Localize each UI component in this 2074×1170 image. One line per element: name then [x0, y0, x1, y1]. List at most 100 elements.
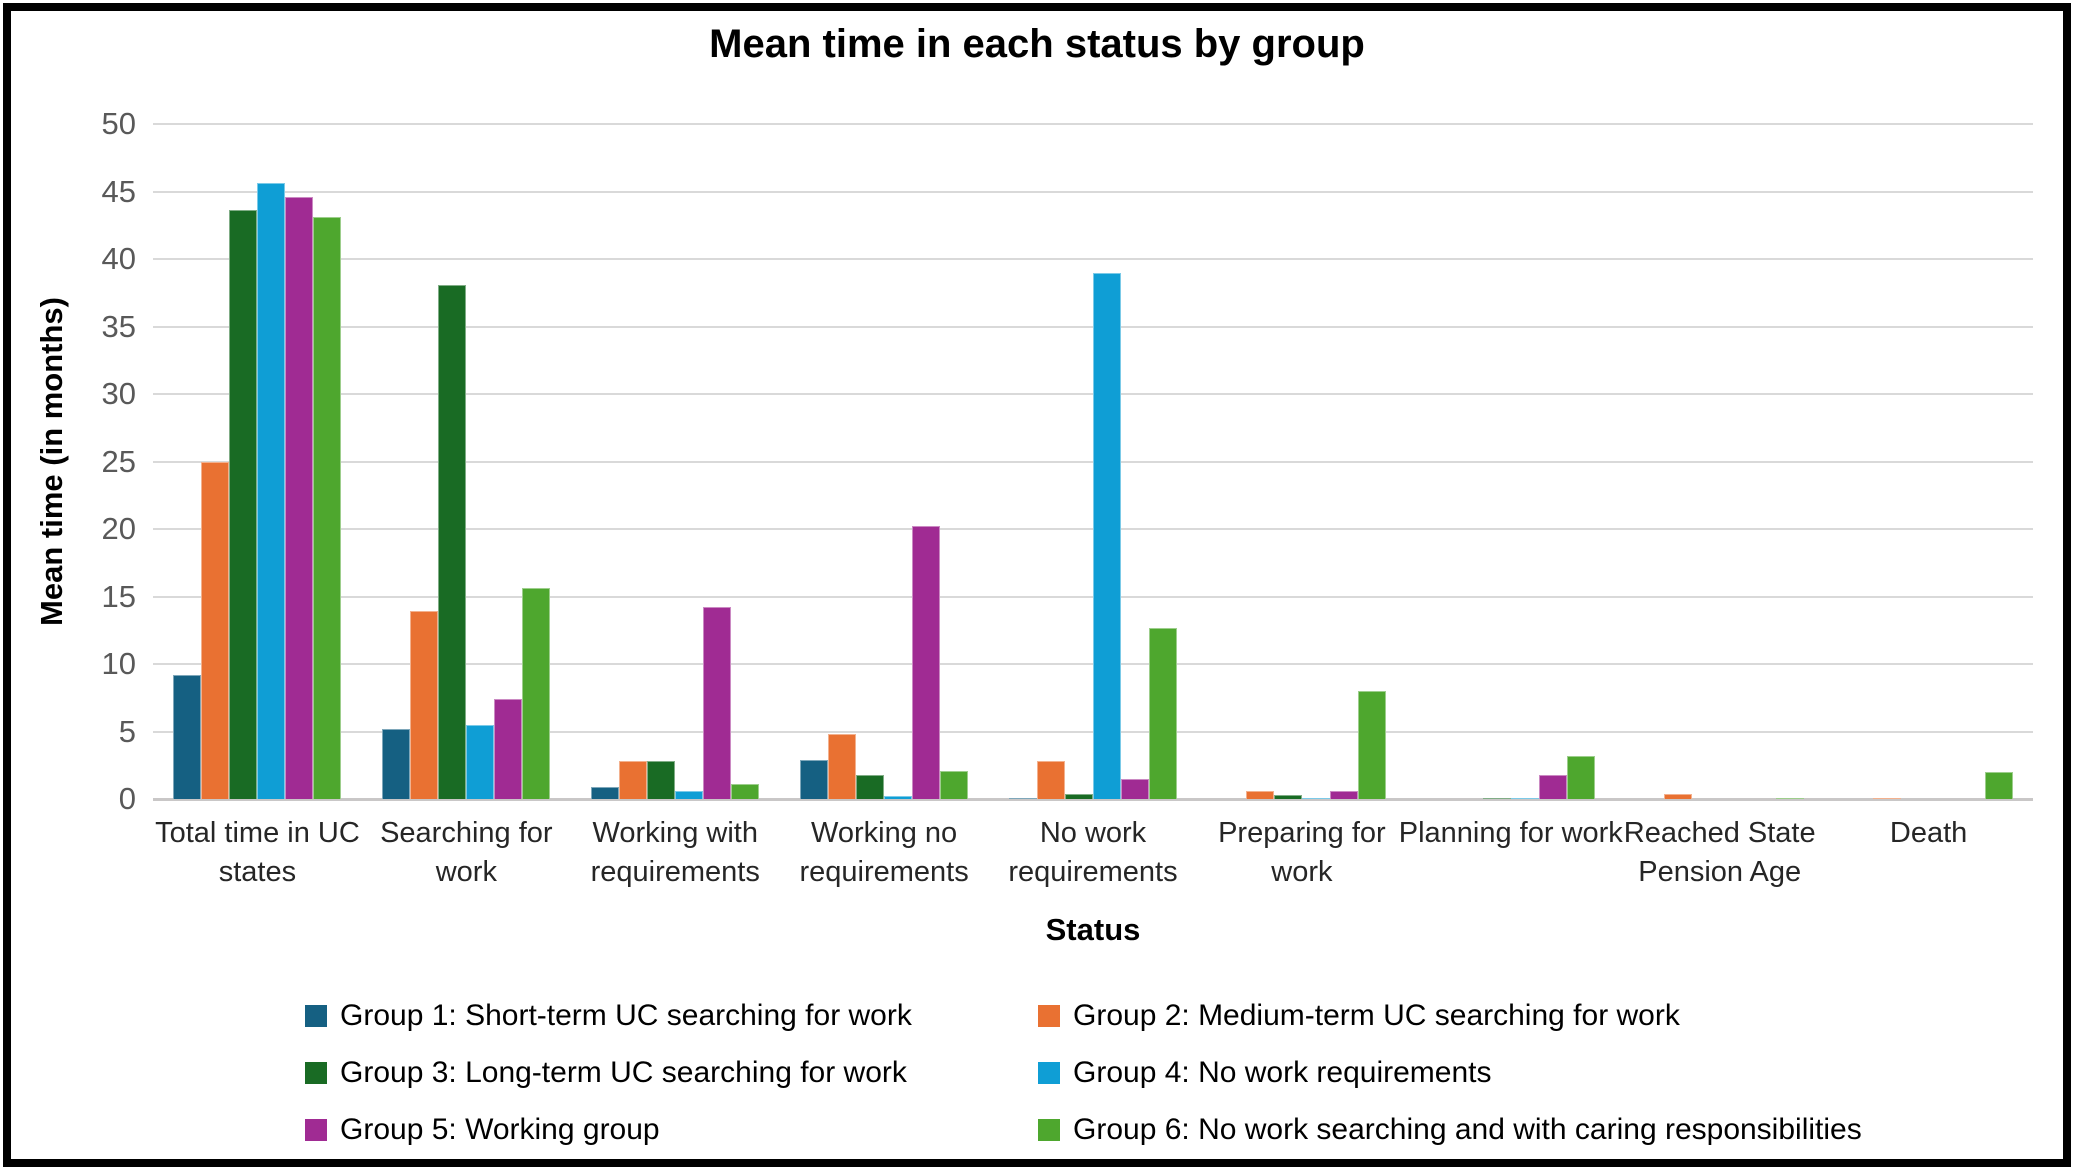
bar-cluster	[153, 124, 362, 799]
x-category-label: No work requirements	[1008, 817, 1178, 888]
x-category-label: Preparing for work	[1218, 817, 1386, 888]
bar-cluster	[1615, 124, 1824, 799]
bar	[1121, 778, 1149, 799]
legend-label: Group 6: No work searching and with cari…	[1073, 1113, 1862, 1146]
bar	[466, 724, 495, 799]
legend-swatch-icon	[305, 1062, 327, 1084]
bar	[828, 734, 857, 799]
chart-title: Mean time in each status by group	[709, 22, 1365, 66]
x-category-label: Total time in UC states	[155, 817, 360, 888]
x-category-label: Death	[1889, 817, 1968, 849]
bar	[1301, 797, 1330, 799]
bar	[522, 588, 551, 799]
bar	[1065, 793, 1093, 799]
y-tick-label: 45	[101, 173, 136, 209]
legend-swatch-icon	[1038, 1062, 1060, 1084]
bar	[257, 183, 286, 799]
bar	[1093, 272, 1121, 799]
x-axis-line	[153, 798, 2033, 801]
bar	[382, 728, 411, 799]
bar	[1357, 691, 1386, 799]
x-category-label: Working no requirements	[799, 817, 969, 888]
gridline	[153, 258, 2033, 260]
bar-cluster	[780, 124, 989, 799]
legend-label: Group 4: No work requirements	[1073, 1056, 1492, 1089]
bar	[1566, 755, 1595, 799]
bar	[1482, 797, 1511, 799]
y-tick-label: 0	[118, 781, 136, 816]
bar	[800, 759, 829, 799]
bar	[591, 786, 620, 799]
bar	[856, 774, 885, 799]
bar	[647, 761, 676, 799]
chart-legend: Group 1: Short-term UC searching for wor…	[305, 998, 1862, 1169]
legend-label: Group 3: Long-term UC searching for work	[340, 1056, 907, 1089]
bar-cluster	[1197, 124, 1406, 799]
x-category-label: Searching for work	[380, 817, 553, 888]
bar	[619, 761, 648, 799]
bar	[1872, 797, 1901, 799]
bar	[912, 526, 941, 799]
bar	[1775, 797, 1804, 799]
bar	[731, 784, 760, 799]
bar	[229, 210, 258, 799]
bar	[1984, 772, 2013, 799]
bar	[1149, 627, 1177, 799]
legend-item: Group 6: No work searching and with cari…	[1038, 1112, 1862, 1148]
y-tick-label: 25	[101, 443, 136, 479]
legend-label: Group 5: Working group	[340, 1113, 660, 1146]
bar	[1245, 790, 1274, 799]
bar-cluster	[989, 124, 1198, 799]
y-tick-label: 40	[101, 241, 136, 276]
bar	[703, 607, 732, 799]
bar	[285, 196, 314, 799]
bar	[675, 790, 704, 799]
bar-cluster	[571, 124, 780, 799]
x-axis-title: Status	[1045, 912, 1141, 947]
bar	[940, 770, 969, 799]
legend-label: Group 1: Short-term UC searching for wor…	[340, 999, 912, 1032]
legend-item: Group 2: Medium-term UC searching for wo…	[1038, 998, 1862, 1034]
plot-area	[153, 123, 2033, 801]
bar	[410, 611, 439, 799]
bar	[438, 284, 467, 799]
bar	[313, 217, 342, 799]
bar	[1663, 793, 1692, 799]
bar-cluster	[362, 124, 571, 799]
bar	[1037, 761, 1065, 799]
legend-swatch-icon	[1038, 1005, 1060, 1027]
legend-item: Group 4: No work requirements	[1038, 1055, 1862, 1091]
gridline	[153, 190, 2033, 193]
legend-swatch-icon	[305, 1119, 327, 1141]
y-tick-label: 5	[118, 713, 136, 749]
x-axis-category-labels: Total time in UC states Searching for wor…	[153, 814, 2033, 892]
bar	[1329, 790, 1358, 799]
y-axis-tick-labels: 0 5 10 15 20 25 30 35 40 45 50	[0, 106, 136, 816]
bar	[884, 796, 913, 799]
bar-cluster	[1406, 124, 1615, 799]
legend-item: Group 5: Working group	[305, 1112, 1038, 1148]
legend-label: Group 2: Medium-term UC searching for wo…	[1073, 999, 1680, 1032]
bar	[1538, 774, 1567, 799]
y-tick-label: 15	[101, 578, 136, 614]
y-tick-label: 20	[101, 511, 136, 546]
y-tick-label: 35	[101, 308, 136, 344]
bar	[1009, 797, 1037, 799]
bar	[494, 699, 523, 799]
gridline	[153, 123, 2033, 125]
bar-clusters	[153, 124, 2033, 799]
x-category-label: Working with requirements	[590, 817, 760, 888]
legend-item: Group 1: Short-term UC searching for wor…	[305, 998, 1038, 1034]
bar-cluster	[1824, 124, 2033, 799]
bar	[173, 674, 202, 799]
y-tick-label: 10	[101, 646, 136, 681]
bar	[1273, 794, 1302, 799]
x-category-label: Planning for work	[1398, 817, 1623, 849]
x-category-label: Reached State Pension Age	[1623, 817, 1816, 888]
bar	[1510, 797, 1539, 799]
y-tick-label: 50	[101, 106, 136, 141]
legend-item: Group 3: Long-term UC searching for work	[305, 1055, 1038, 1091]
y-tick-label: 30	[101, 376, 136, 411]
legend-swatch-icon	[1038, 1119, 1060, 1141]
